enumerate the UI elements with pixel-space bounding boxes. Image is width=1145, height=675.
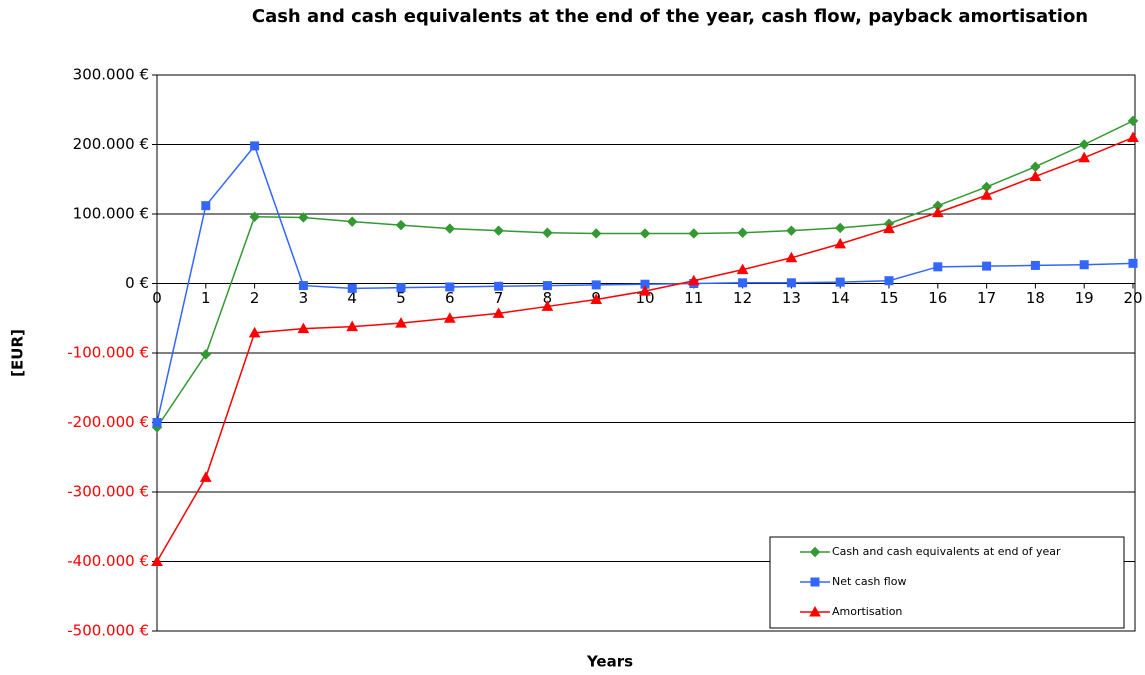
x-axis-label: Years — [586, 653, 633, 671]
y-tick-label: -100.000 € — [67, 344, 149, 362]
marker — [1079, 260, 1089, 270]
marker — [493, 225, 504, 236]
marker — [786, 278, 796, 288]
x-tick-label: 8 — [543, 289, 553, 307]
marker — [590, 293, 603, 304]
marker — [1127, 115, 1139, 127]
marker — [250, 141, 260, 151]
marker — [445, 282, 455, 292]
y-tick-label: 0 € — [125, 274, 149, 292]
marker — [736, 263, 749, 275]
marker — [809, 546, 821, 558]
marker — [298, 212, 309, 223]
marker — [834, 222, 846, 234]
x-tick-label: 1 — [201, 289, 211, 307]
marker — [494, 281, 504, 291]
marker — [297, 322, 310, 334]
x-tick-label: 2 — [250, 289, 260, 307]
x-tick-label: 7 — [494, 289, 504, 307]
marker — [786, 225, 797, 236]
y-tick-label: 300.000 € — [73, 66, 149, 84]
marker — [785, 251, 798, 263]
marker — [347, 283, 357, 293]
marker — [737, 227, 748, 238]
marker — [346, 216, 358, 227]
x-tick-label: 6 — [445, 289, 455, 307]
marker — [444, 223, 456, 234]
marker — [687, 274, 700, 286]
marker — [541, 300, 554, 311]
marker — [1078, 151, 1091, 163]
marker — [591, 280, 601, 290]
marker — [542, 227, 553, 238]
x-tick-label: 11 — [684, 289, 703, 307]
marker — [199, 471, 212, 482]
marker — [834, 237, 847, 249]
marker — [931, 206, 944, 218]
marker — [639, 285, 651, 296]
legend-label: Cash and cash equivalents at end of year — [832, 545, 1061, 558]
x-tick-label: 4 — [347, 289, 357, 307]
x-tick-label: 0 — [152, 289, 162, 307]
marker — [200, 349, 212, 360]
marker — [248, 326, 261, 338]
y-tick-label: -400.000 € — [67, 552, 149, 570]
chart-title: Cash and cash equivalents at the end of … — [251, 6, 1089, 27]
x-tick-label: 19 — [1075, 289, 1094, 307]
marker — [542, 281, 552, 291]
y-tick-label: 200.000 € — [73, 135, 149, 153]
marker — [298, 281, 308, 291]
marker — [443, 312, 456, 323]
y-tick-label: -200.000 € — [67, 413, 149, 431]
marker — [395, 317, 407, 328]
marker — [933, 262, 943, 272]
marker — [982, 261, 992, 271]
marker — [884, 276, 894, 286]
marker — [810, 577, 820, 587]
marker — [835, 277, 845, 287]
marker — [688, 228, 700, 239]
x-tick-label: 3 — [299, 289, 309, 307]
x-tick-label: 16 — [928, 289, 947, 307]
marker — [152, 418, 162, 427]
x-tick-label: 17 — [977, 289, 996, 307]
marker — [1127, 131, 1139, 143]
marker — [396, 283, 406, 293]
marker — [883, 222, 895, 234]
marker — [492, 307, 505, 318]
x-tick-label: 18 — [1026, 289, 1045, 307]
marker — [249, 211, 260, 222]
x-tick-label: 20 — [1123, 289, 1142, 307]
marker — [1128, 258, 1138, 268]
x-tick-label: 15 — [879, 289, 898, 307]
y-tick-label: -300.000 € — [67, 483, 149, 501]
marker — [1078, 139, 1090, 150]
marker — [201, 201, 211, 211]
marker — [809, 605, 821, 617]
legend-label: Net cash flow — [832, 575, 906, 588]
marker — [738, 278, 748, 288]
x-tick-label: 13 — [782, 289, 801, 307]
marker — [1029, 170, 1042, 181]
marker — [151, 555, 163, 566]
marker — [639, 228, 651, 239]
y-tick-label: -500.000 € — [67, 622, 149, 640]
x-tick-label: 14 — [831, 289, 850, 307]
y-tick-label: 100.000 € — [73, 205, 149, 223]
marker — [590, 228, 602, 239]
marker — [395, 219, 407, 231]
marker — [980, 189, 993, 200]
x-tick-label: 5 — [396, 289, 406, 307]
marker — [1030, 260, 1040, 270]
y-axis-label: [EUR] — [9, 329, 27, 377]
x-tick-label: 10 — [635, 289, 654, 307]
x-tick-label: 12 — [733, 289, 752, 307]
marker — [346, 320, 359, 332]
legend-label: Amortisation — [832, 605, 902, 618]
